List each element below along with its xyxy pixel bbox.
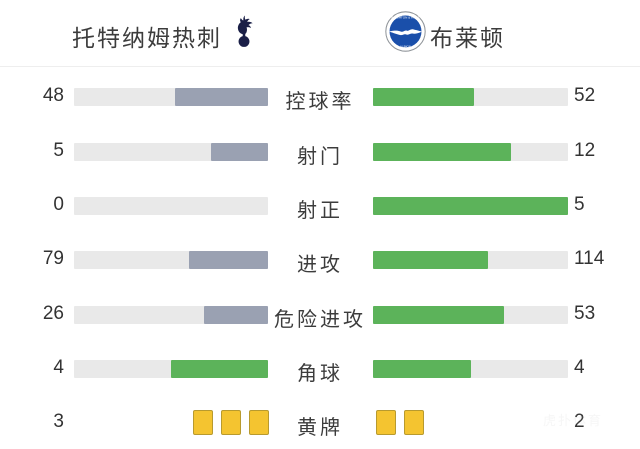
svg-text:ALBION: ALBION [400, 44, 411, 48]
svg-text:BRIGHTON & HOVE: BRIGHTON & HOVE [391, 15, 420, 19]
